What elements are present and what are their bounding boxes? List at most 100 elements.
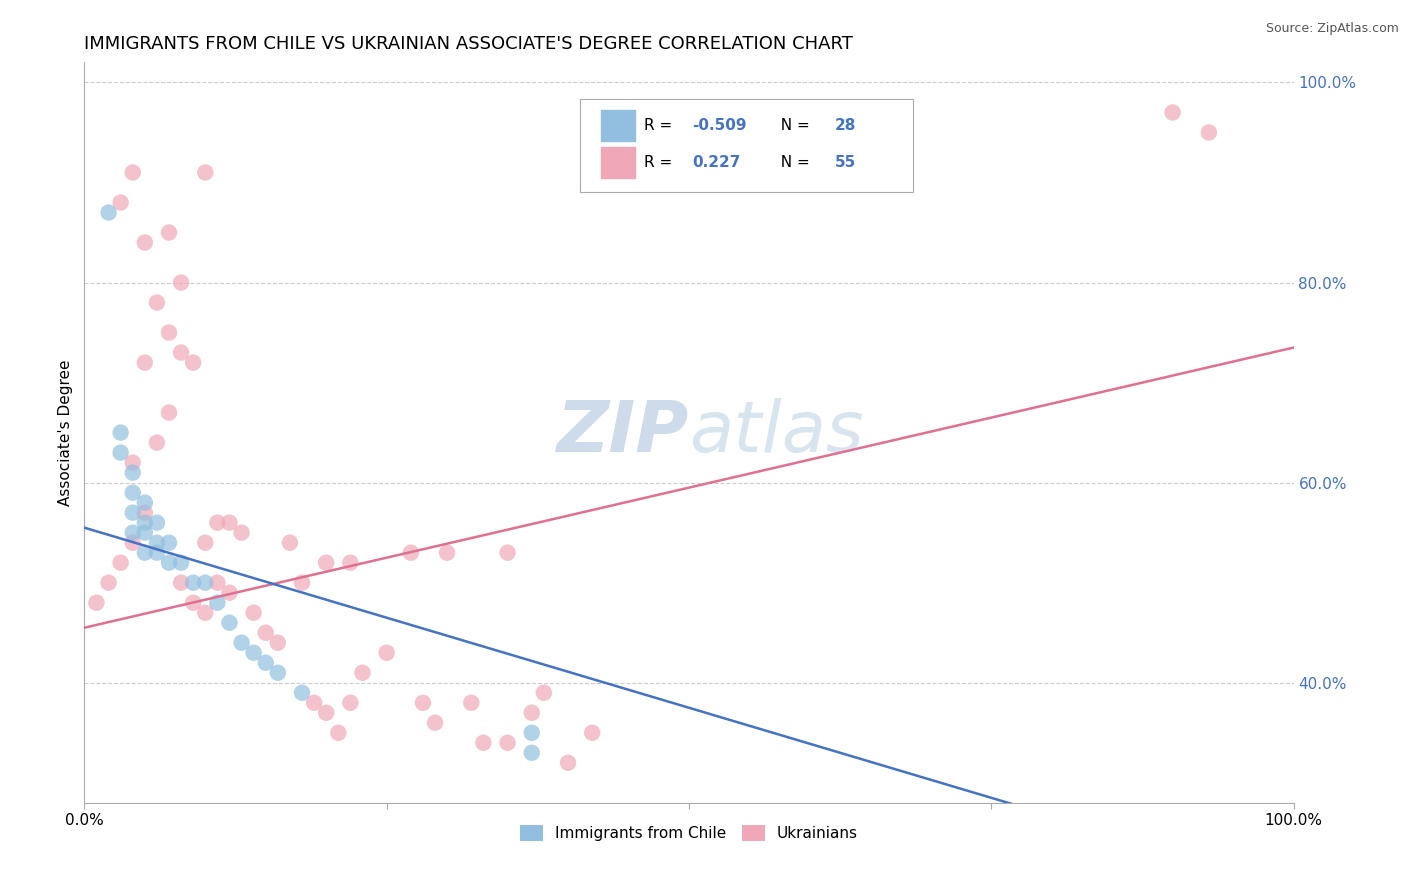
- Point: [278, 535, 301, 549]
- Point: [121, 525, 143, 540]
- Point: [496, 736, 519, 750]
- Point: [194, 535, 217, 549]
- Point: [194, 606, 217, 620]
- Point: [218, 585, 240, 599]
- Point: [134, 496, 156, 510]
- Point: [157, 326, 180, 340]
- Point: [121, 466, 143, 480]
- Point: [207, 516, 229, 530]
- Point: [181, 575, 204, 590]
- Point: [170, 575, 193, 590]
- Y-axis label: Associate's Degree: Associate's Degree: [58, 359, 73, 506]
- Point: [291, 686, 314, 700]
- Point: [315, 556, 337, 570]
- Point: [110, 445, 132, 459]
- Point: [581, 725, 603, 739]
- Point: [121, 535, 143, 549]
- Point: [110, 425, 132, 440]
- Point: [86, 596, 108, 610]
- Point: [134, 355, 156, 369]
- Point: [157, 535, 180, 549]
- Point: [170, 345, 193, 359]
- Point: [557, 756, 579, 770]
- Point: [170, 556, 193, 570]
- Text: R =: R =: [644, 118, 678, 133]
- Point: [1198, 126, 1220, 140]
- FancyBboxPatch shape: [581, 99, 912, 192]
- Point: [146, 435, 169, 450]
- Point: [134, 525, 156, 540]
- Point: [254, 625, 277, 640]
- Point: [339, 556, 361, 570]
- Point: [121, 165, 143, 179]
- Point: [157, 556, 180, 570]
- Point: [520, 746, 543, 760]
- Point: [315, 706, 337, 720]
- Point: [121, 456, 143, 470]
- Text: 0.227: 0.227: [693, 155, 741, 169]
- Point: [267, 636, 290, 650]
- Point: [146, 516, 169, 530]
- Point: [436, 546, 458, 560]
- Point: [157, 226, 180, 240]
- Point: [110, 556, 132, 570]
- Point: [267, 665, 290, 680]
- Point: [121, 485, 143, 500]
- Point: [302, 696, 325, 710]
- Text: IMMIGRANTS FROM CHILE VS UKRAINIAN ASSOCIATE'S DEGREE CORRELATION CHART: IMMIGRANTS FROM CHILE VS UKRAINIAN ASSOC…: [84, 35, 853, 53]
- Point: [460, 696, 482, 710]
- Point: [134, 516, 156, 530]
- Point: [194, 165, 217, 179]
- Point: [328, 725, 350, 739]
- Point: [181, 596, 204, 610]
- Point: [218, 516, 240, 530]
- Point: [157, 406, 180, 420]
- Text: R =: R =: [644, 155, 678, 169]
- Point: [97, 575, 120, 590]
- Point: [121, 506, 143, 520]
- Point: [520, 725, 543, 739]
- Bar: [600, 110, 634, 141]
- Point: [412, 696, 434, 710]
- Text: 28: 28: [835, 118, 856, 133]
- Point: [254, 656, 277, 670]
- Text: N =: N =: [770, 118, 815, 133]
- Point: [110, 195, 132, 210]
- Point: [472, 736, 495, 750]
- Point: [496, 546, 519, 560]
- Point: [375, 646, 398, 660]
- Point: [242, 606, 264, 620]
- Point: [170, 276, 193, 290]
- Point: [134, 506, 156, 520]
- Point: [207, 596, 229, 610]
- Point: [146, 546, 169, 560]
- Point: [533, 686, 555, 700]
- Point: [134, 546, 156, 560]
- Text: -0.509: -0.509: [693, 118, 747, 133]
- Point: [207, 575, 229, 590]
- Text: N =: N =: [770, 155, 815, 169]
- Point: [231, 636, 253, 650]
- Point: [218, 615, 240, 630]
- Text: atlas: atlas: [689, 398, 863, 467]
- Point: [291, 575, 314, 590]
- Point: [242, 646, 264, 660]
- Point: [231, 525, 253, 540]
- Point: [146, 535, 169, 549]
- Bar: [600, 147, 634, 178]
- Point: [352, 665, 374, 680]
- Text: Source: ZipAtlas.com: Source: ZipAtlas.com: [1265, 22, 1399, 36]
- Point: [194, 575, 217, 590]
- Text: ZIP: ZIP: [557, 398, 689, 467]
- Point: [520, 706, 543, 720]
- Legend: Immigrants from Chile, Ukrainians: Immigrants from Chile, Ukrainians: [515, 819, 863, 847]
- Point: [134, 235, 156, 250]
- Point: [399, 546, 422, 560]
- Point: [423, 715, 446, 730]
- Point: [146, 295, 169, 310]
- Point: [181, 355, 204, 369]
- Point: [97, 205, 120, 219]
- Text: 55: 55: [835, 155, 856, 169]
- Point: [339, 696, 361, 710]
- Point: [1161, 105, 1184, 120]
